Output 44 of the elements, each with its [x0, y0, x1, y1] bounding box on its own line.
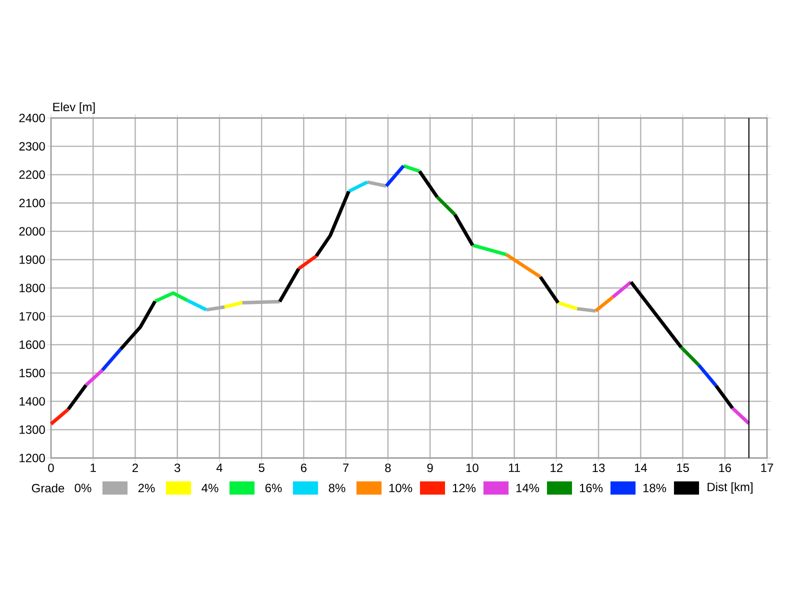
x-tick-label: 2 [132, 464, 138, 472]
x-tick-label: 8 [385, 464, 391, 472]
x-tick-label: 17 [761, 464, 774, 472]
y-axis-title: Elev [m] [53, 102, 95, 114]
x-tick-label: 5 [258, 464, 264, 472]
y-tick-label: 1700 [20, 312, 45, 321]
legend-label: 0% [74, 484, 92, 492]
legend-label: 4% [202, 484, 218, 492]
y-tick-label: 1500 [20, 368, 45, 378]
legend-label: 2% [138, 484, 155, 492]
x-tick-label: 11 [508, 464, 520, 472]
x-tick-label: 10 [466, 464, 478, 472]
y-tick-label: 2100 [19, 198, 45, 208]
y-tick-label: 1900 [20, 255, 45, 264]
legend-label: 12% [452, 484, 476, 492]
x-tick-label: 13 [592, 464, 605, 472]
legend-label: 18% [643, 484, 666, 492]
x-tick-label: 12 [550, 464, 562, 472]
x-axis-title: Dist [km] [708, 482, 752, 494]
y-tick-label: 1300 [20, 425, 45, 434]
y-tick-label: 1800 [20, 284, 45, 292]
y-tick-label: 2000 [19, 227, 45, 236]
legend-label: 8% [328, 484, 346, 492]
x-tick-label: 16 [719, 464, 732, 472]
x-tick-label: 9 [427, 464, 433, 472]
y-tick-label: 1600 [20, 340, 45, 349]
x-tick-label: 4 [216, 464, 222, 472]
x-tick-label: 14 [634, 464, 647, 472]
x-tick-label: 6 [300, 464, 307, 472]
x-tick-label: 1 [90, 464, 96, 472]
y-tick-label: 1200 [20, 454, 45, 462]
y-tick-label: 2200 [19, 170, 45, 179]
legend-title: Grade [32, 484, 64, 492]
legend-label: 10% [389, 484, 412, 492]
x-tick-label: 7 [343, 464, 349, 472]
y-tick-label: 1400 [20, 397, 45, 406]
x-tick-label: 3 [174, 464, 180, 472]
legend-label: 16% [580, 484, 603, 492]
legend-label: 14% [516, 484, 540, 492]
y-tick-label: 2300 [19, 142, 45, 151]
y-tick-label: 2400 [19, 114, 45, 122]
x-tick-label: 15 [677, 464, 689, 472]
legend-label: 6% [265, 484, 282, 492]
x-tick-label: 0 [48, 464, 54, 472]
